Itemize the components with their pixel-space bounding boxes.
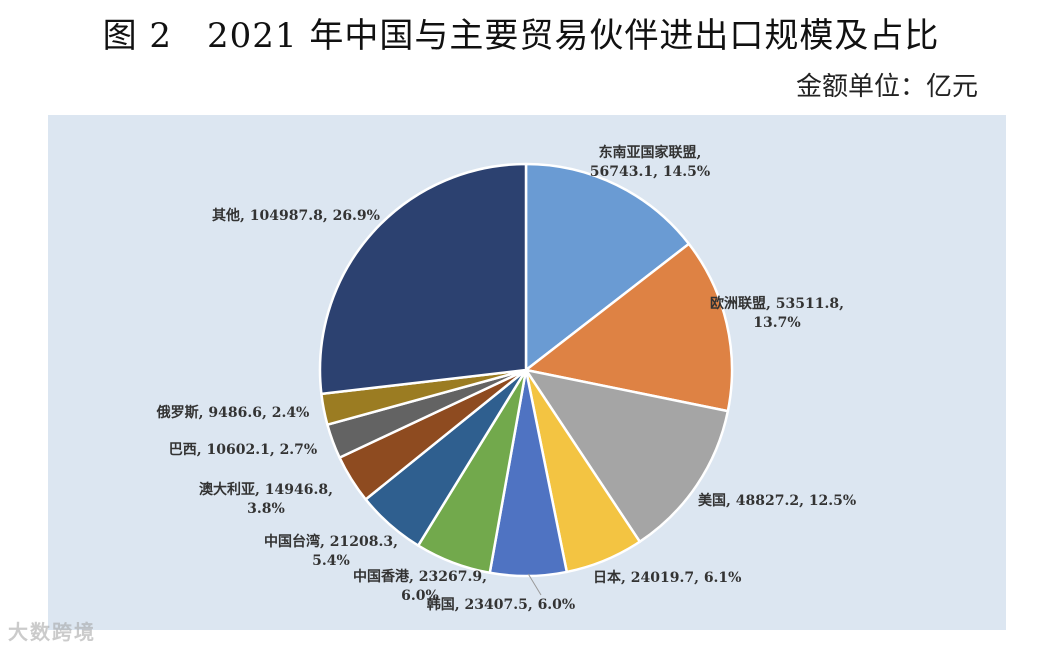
slice-label-6: 中国台湾, 21208.3, 5.4% <box>264 533 398 569</box>
slice-label-line: 美国, 48827.2, 12.5% <box>698 492 856 509</box>
slice-label-0: 东南亚国家联盟, 56743.1, 14.5% <box>590 144 710 180</box>
slice-label-line: 5.4% <box>312 553 350 569</box>
slice-label-line: 日本, 24019.7, 6.1% <box>593 569 741 586</box>
pie-slice-0 <box>524 162 691 372</box>
slice-label-7: 澳大利亚, 14946.8, 3.8% <box>199 481 333 517</box>
slice-label-line: 56743.1, 14.5% <box>590 164 710 180</box>
slice-label-line: 韩国, 23407.5, 6.0% <box>427 596 575 613</box>
slice-label-line: 中国台湾, 21208.3, <box>264 533 398 550</box>
chart-panel: 东南亚国家联盟, 56743.1, 14.5% 欧洲联盟, 53511.8, 13.7… <box>48 115 1006 630</box>
pie-chart: 东南亚国家联盟, 56743.1, 14.5% 欧洲联盟, 53511.8, 13.7… <box>156 144 857 613</box>
slice-label-9: 俄罗斯, 9486.6, 2.4% <box>156 404 310 421</box>
slice-label-4: 韩国, 23407.5, 6.0% <box>427 596 575 613</box>
slice-label-line: 13.7% <box>753 315 800 331</box>
slice-label-line: 澳大利亚, 14946.8, <box>199 481 333 498</box>
slice-label-3: 日本, 24019.7, 6.1% <box>593 569 741 586</box>
slice-label-10: 其他, 104987.8, 26.9% <box>212 207 380 224</box>
slice-label-line: 中国香港, 23267.9, <box>353 568 487 585</box>
pie-slice-1 <box>524 242 734 413</box>
slice-label-line: 其他, 104987.8, 26.9% <box>212 207 380 224</box>
chart-title: 图 2 2021 年中国与主要贸易伙伴进出口规模及占比 <box>102 16 940 56</box>
slice-label-line: 俄罗斯, 9486.6, 2.4% <box>156 404 310 421</box>
slice-label-5: 中国香港, 23267.9, 6.0% <box>353 568 487 604</box>
pie-slice-10 <box>318 162 528 396</box>
slice-label-line: 6.0% <box>401 588 439 604</box>
slice-label-line: 3.8% <box>247 501 285 517</box>
pie-slice-2 <box>524 368 730 543</box>
unit-label: 金额单位：亿元 <box>795 72 978 102</box>
slice-label-1: 欧洲联盟, 53511.8, 13.7% <box>710 295 844 331</box>
slice-label-line: 东南亚国家联盟, <box>599 144 702 161</box>
slice-label-8: 巴西, 10602.1, 2.7% <box>169 442 317 458</box>
slice-label-2: 美国, 48827.2, 12.5% <box>698 492 856 509</box>
watermark-logo: 大数跨境 <box>8 620 96 644</box>
leader-line-4 <box>527 573 542 596</box>
slice-label-line: 欧洲联盟, 53511.8, <box>710 295 844 312</box>
slice-label-line: 巴西, 10602.1, 2.7% <box>169 442 317 458</box>
